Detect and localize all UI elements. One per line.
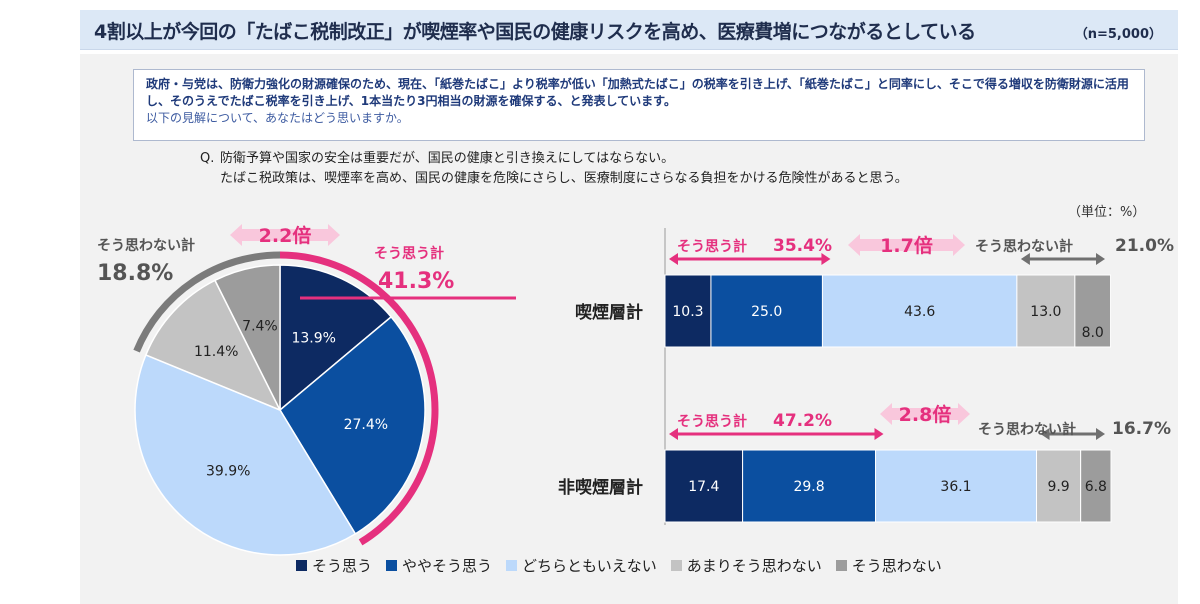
page-title: 4割以上が今回の「たばこ税制改正」が喫煙率や国民の健康リスクを高め、医療費増につ… xyxy=(94,21,976,43)
pie-agree-label: そう思う計 xyxy=(374,245,444,262)
bar-category-2: 非喫煙層計 xyxy=(558,477,643,498)
pie-label-2: 27.4% xyxy=(344,417,388,433)
bar-1-agree-arrow-head-left xyxy=(669,253,678,265)
bar-2-disagree-arrow xyxy=(1040,428,1105,440)
bar-2-disagree-arrow-head-right xyxy=(1096,428,1105,440)
survey-context-box: 政府・与党は、防衛力強化の財源確保のため、現在、「紙巻たばこ」より税率が低い「加… xyxy=(133,69,1145,141)
legend-swatch-3 xyxy=(506,560,518,571)
bar-1-segment-2 xyxy=(710,274,823,348)
bar-2-segment-5 xyxy=(1080,449,1112,523)
bar-2-segment-2 xyxy=(742,449,877,523)
pie-label-5: 7.4% xyxy=(242,318,278,334)
legend-label-2: ややそう思う xyxy=(402,557,493,575)
bar-1-ratio-label: 1.7倍 xyxy=(880,234,933,257)
bar-1-disagree-arrow-head-right xyxy=(1096,253,1105,265)
bar-1-segment-3 xyxy=(821,274,1018,348)
bar-1-agree-arrow xyxy=(669,253,831,265)
bar-2-agree-arrow xyxy=(669,428,884,440)
bar-2-value-5: 6.8 xyxy=(1085,479,1107,495)
context-prompt: 以下の見解について、あなたはどう思いますか。 xyxy=(146,111,409,125)
legend: そう思う ややそう思う どちらともいえない あまりそう思わない そう思わない xyxy=(296,555,1016,579)
legend-label-3: どちらともいえない xyxy=(522,557,657,575)
pie-slice-5 xyxy=(213,264,281,411)
bar-1-agree-arrow-head-right xyxy=(821,253,831,265)
bar-1-segment-5 xyxy=(1074,274,1112,348)
bar-2-value-2: 29.8 xyxy=(793,479,824,495)
legend-swatch-2 xyxy=(386,560,398,571)
bar-2-value-1: 17.4 xyxy=(688,479,719,495)
legend-item-2: ややそう思う xyxy=(386,555,492,576)
pie-label-4: 11.4% xyxy=(194,344,238,360)
bar-2-agree-value: 47.2% xyxy=(773,411,832,431)
question-label: Q. xyxy=(200,151,215,166)
context-text: 政府・与党は、防衛力強化の財源確保のため、現在、「紙巻たばこ」より税率が低い「加… xyxy=(146,77,1129,108)
question-line-2: たばこ税政策は、喫煙率を高め、国民の健康を危険にさらし、医療制度にさらなる負担を… xyxy=(220,171,908,186)
bar-2-ratio-arrow xyxy=(880,403,970,425)
title-bar: 4割以上が今回の「たばこ税制改正」が喫煙率や国民の健康リスクを高め、医療費増につ… xyxy=(80,10,1178,50)
bar-1-segment-4 xyxy=(1016,274,1076,348)
legend-label-1: そう思う xyxy=(312,557,373,575)
bar-2-agree-label: そう思う計 xyxy=(677,413,747,430)
agree-total-arc xyxy=(279,251,439,546)
pie-ratio-arrow xyxy=(230,224,340,246)
bar-1-agree-value: 35.4% xyxy=(773,236,832,256)
bar-2-segment-1 xyxy=(664,449,744,523)
legend-item-5: そう思わない xyxy=(835,555,942,576)
question-line-1: 防衛予算や国家の安全は重要だが、国民の健康と引き換えにしてはならない。 xyxy=(220,151,675,166)
bar-1-disagree-arrow-head-left xyxy=(1020,253,1030,265)
bar-1-disagree-value: 21.0% xyxy=(1115,236,1174,256)
bar-1-value-4: 13.0 xyxy=(1030,304,1061,320)
legend-item-1: そう思う xyxy=(296,555,372,576)
bar-1-ratio-arrow xyxy=(848,234,965,256)
stacked-bar-chart: 喫煙層計 10.3 25.0 43.6 13.0 8.0 そう思う計 35.4% そう思わない計… xyxy=(558,228,1174,525)
pie-slice-4 xyxy=(144,279,282,412)
pie-slice-3 xyxy=(134,353,357,556)
disagree-total-arc xyxy=(133,251,281,353)
bar-2-disagree-value: 16.7% xyxy=(1112,419,1171,439)
bar-1-value-1: 10.3 xyxy=(672,304,703,320)
unit-label: （単位：%） xyxy=(1068,205,1146,220)
bar-2-agree-arrow-head-left xyxy=(669,428,678,440)
legend-item-4: あまりそう思わない xyxy=(670,555,822,576)
bar-2-segment-4 xyxy=(1036,449,1082,523)
legend-label-5: そう思わない xyxy=(851,557,942,575)
bar-2-disagree-arrow-head-left xyxy=(1040,428,1050,440)
bar-1-value-2: 25.0 xyxy=(751,304,782,320)
legend-label-4: あまりそう思わない xyxy=(686,557,822,575)
bar-2-segment-3 xyxy=(875,449,1038,523)
bar-2-value-3: 36.1 xyxy=(940,479,971,495)
bar-2-agree-arrow-head-right xyxy=(874,428,884,440)
bar-1-agree-label: そう思う計 xyxy=(677,238,747,255)
sample-size: （n=5,000） xyxy=(1074,27,1162,42)
legend-swatch-1 xyxy=(296,560,307,571)
bar-2-ratio-label: 2.8倍 xyxy=(899,403,952,426)
pie-disagree-label: そう思わない計 xyxy=(97,237,195,254)
legend-item-3: どちらともいえない xyxy=(506,555,657,576)
bar-1-value-5: 8.0 xyxy=(1082,325,1104,341)
pie-ratio-label: 2.2倍 xyxy=(259,224,312,247)
legend-swatch-4 xyxy=(670,560,682,571)
pie-label-3: 39.9% xyxy=(206,464,250,480)
bar-category-1: 喫煙層計 xyxy=(575,302,643,323)
bar-1-disagree-label: そう思わない計 xyxy=(975,238,1073,255)
bar-1-disagree-arrow xyxy=(1020,253,1105,265)
bar-2-value-4: 9.9 xyxy=(1047,479,1069,495)
bar-2-disagree-label: そう思わない計 xyxy=(978,421,1076,438)
pie-slice-1 xyxy=(279,264,393,412)
pie-agree-value: 41.3% xyxy=(378,269,454,294)
pie-label-1: 13.9% xyxy=(291,331,335,347)
legend-swatch-5 xyxy=(835,560,847,571)
pie-slice-2 xyxy=(279,315,426,535)
bar-1-value-3: 43.6 xyxy=(904,304,935,320)
pie-disagree-value: 18.8% xyxy=(97,261,173,286)
